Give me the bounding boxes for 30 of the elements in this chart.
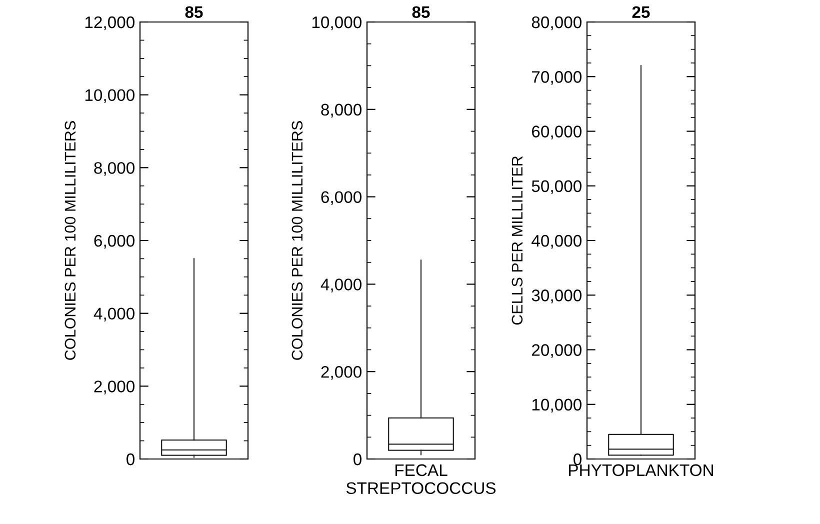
y-axis-title: CELLS PER MILLILITER (512, 156, 523, 325)
y-tick-label: 4,000 (320, 278, 362, 292)
chart-title: 25 (632, 6, 650, 18)
y-tick-label: 20,000 (532, 344, 582, 358)
y-tick-label: 4,000 (94, 308, 134, 322)
y-tick-label: 2,000 (94, 380, 134, 394)
y-tick-label: 2,000 (321, 366, 362, 380)
y-tick-label: 0 (126, 453, 134, 466)
y-tick-label: 12,000 (85, 16, 134, 30)
y-tick-label: 8,000 (94, 162, 134, 176)
y-tick-label: 30,000 (532, 290, 582, 304)
x-tick-label: PHYTOPLANKTON (569, 464, 713, 476)
y-tick-label: 8,000 (321, 104, 362, 118)
x-tick-label: FECAL STREPTOCOCCUS (346, 464, 496, 494)
y-tick-label: 70,000 (532, 71, 582, 85)
y-tick-label: 60,000 (532, 126, 582, 140)
y-tick-label: 10,000 (312, 16, 362, 30)
y-tick-label: 6,000 (94, 234, 134, 249)
y-axis-title: COLONIES PER 100 MILLILITERS (292, 121, 303, 360)
y-axis-title: COLONIES PER 100 MILLILITERS (64, 121, 76, 360)
y-tick-label: 6,000 (321, 191, 362, 205)
y-tick-label: 0 (574, 453, 582, 466)
y-tick-label: 10,000 (85, 89, 134, 104)
y-tick-label: 10,000 (532, 398, 582, 413)
y-tick-label: 40,000 (532, 234, 582, 249)
y-tick-label: 80,000 (532, 16, 582, 30)
chart-title: 85 (412, 6, 430, 18)
y-tick-label: 50,000 (532, 180, 582, 194)
chart-title: 85 (185, 6, 203, 18)
y-tick-label: 0 (354, 453, 362, 466)
